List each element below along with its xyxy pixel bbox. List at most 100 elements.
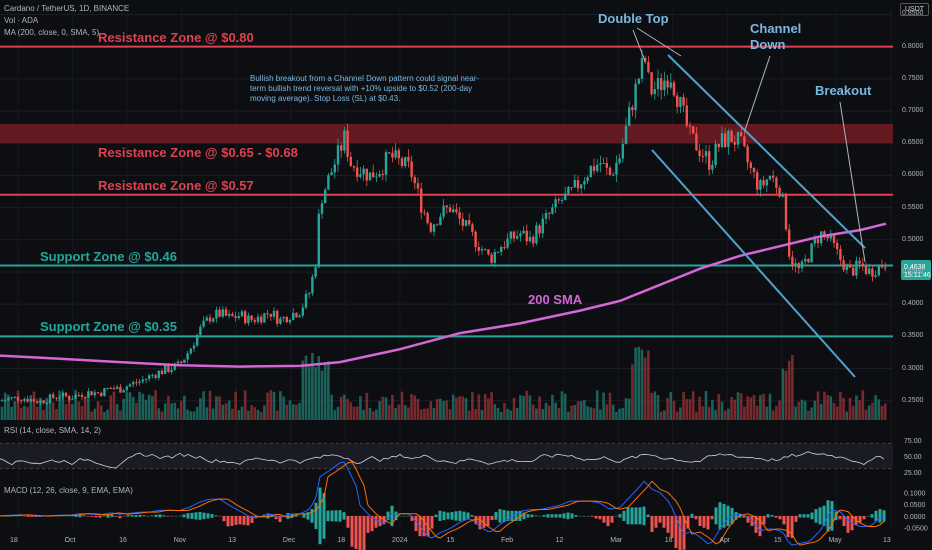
candle-body — [263, 313, 266, 323]
volume-bar — [727, 408, 730, 420]
volume-bar — [643, 357, 647, 420]
volume-bar — [355, 406, 359, 420]
volume-bar — [339, 396, 343, 420]
volume-bar — [16, 390, 20, 420]
macd-histogram-bar — [734, 512, 738, 520]
candle-body — [653, 89, 656, 95]
candle-body — [650, 72, 653, 95]
candle-body — [0, 400, 4, 402]
volume-bar — [368, 407, 372, 420]
volume-bar — [96, 401, 100, 420]
macd-histogram-bar — [302, 513, 306, 518]
volume-bar — [154, 390, 157, 420]
candle-body — [36, 401, 39, 403]
volume-bar — [557, 408, 561, 420]
candle-body — [564, 193, 567, 201]
macd-histogram-bar — [570, 513, 574, 519]
volume-bar — [333, 410, 337, 420]
macd-histogram-bar — [398, 515, 402, 517]
volume-bar — [243, 390, 247, 420]
macd-histogram-bar — [502, 509, 506, 522]
volume-bar — [698, 396, 701, 420]
candle-body — [621, 143, 624, 159]
volume-bar — [467, 410, 471, 420]
volume-bar — [227, 400, 231, 420]
candle-body — [189, 348, 192, 354]
candle-body — [730, 130, 733, 143]
candle-body — [314, 267, 317, 277]
volume-bar — [189, 411, 193, 420]
candle-body — [256, 316, 260, 322]
candle-body — [832, 233, 836, 243]
candle-body — [727, 130, 730, 148]
volume-bar — [650, 392, 653, 420]
macd-histogram-bar — [450, 512, 454, 520]
macd-histogram-bar — [806, 514, 810, 518]
candle-body — [119, 386, 122, 393]
candle-body — [388, 152, 391, 154]
x-tick-label: 2024 — [391, 537, 408, 544]
macd-histogram-bar — [390, 505, 394, 527]
volume-bar — [195, 406, 199, 420]
channel-lower-line — [651, 149, 856, 378]
currency-badge[interactable]: USDT — [900, 3, 930, 16]
volume-bar — [7, 394, 10, 420]
candle-body — [74, 394, 77, 399]
volume-bar — [48, 401, 52, 420]
macd-histogram-bar — [626, 507, 630, 525]
macd-histogram-bar — [378, 515, 382, 527]
macd-histogram-bar — [794, 515, 798, 522]
candle-body — [842, 260, 845, 270]
candle-body — [807, 258, 810, 263]
volume-bar — [45, 397, 49, 420]
volume-bar — [503, 403, 506, 420]
volume-bar — [439, 398, 442, 420]
macd-histogram-bar — [34, 515, 38, 517]
candle-body — [532, 236, 535, 244]
volume-bar — [544, 402, 548, 420]
volume-bar — [586, 406, 589, 420]
volume-bar — [762, 393, 765, 420]
volume-bar — [323, 362, 327, 420]
macd-histogram-bar — [130, 515, 134, 517]
volume-bar — [131, 397, 135, 420]
candle-body — [544, 213, 548, 219]
volume-bar — [743, 406, 746, 420]
macd-histogram-bar — [374, 515, 378, 528]
candle-body — [752, 167, 756, 173]
y-tick-label: 0.8000 — [902, 42, 924, 50]
candle-body — [461, 218, 464, 226]
macd-histogram-bar — [186, 513, 190, 519]
macd-histogram-bar — [434, 514, 438, 518]
macd-histogram-bar — [174, 515, 178, 517]
volume-bar — [170, 403, 173, 420]
macd-histogram-bar — [682, 515, 686, 550]
candle-body — [573, 180, 576, 188]
volume-bar — [413, 395, 417, 420]
candle-body — [682, 97, 685, 106]
candle-body — [765, 179, 768, 186]
macd-histogram-bar — [590, 515, 594, 517]
macd-histogram-bar — [222, 515, 226, 522]
candle-body — [762, 180, 765, 186]
volume-bar — [778, 400, 781, 420]
y-tick-label: 0.4000 — [902, 300, 924, 308]
y-tick-label: 0.8500 — [902, 10, 924, 18]
volume-bar — [157, 408, 161, 420]
candle-body — [39, 400, 42, 403]
candle-body — [343, 130, 346, 151]
candles[interactable] — [0, 49, 887, 406]
macd-histogram-bar — [338, 510, 342, 522]
candle-body — [624, 125, 628, 144]
candle-body — [522, 230, 525, 234]
volume-bar — [173, 402, 177, 420]
volume-bar — [794, 406, 797, 420]
volume-bar — [554, 402, 557, 420]
volume-bar — [205, 407, 209, 420]
volume-bar — [861, 390, 865, 420]
candle-body — [157, 370, 160, 378]
macd-histogram-bar — [30, 515, 34, 517]
volume-bar — [455, 397, 458, 420]
candle-body — [269, 313, 272, 317]
